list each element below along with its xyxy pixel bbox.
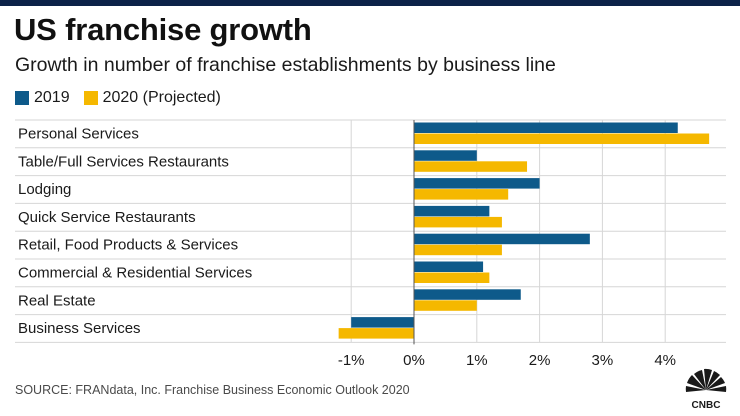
x-tick-label-4: 3% (592, 352, 614, 369)
x-tick-label-0: -1% (338, 352, 365, 369)
x-tick-label-2: 1% (466, 352, 488, 369)
chart-subtitle: Growth in number of franchise establishm… (15, 54, 556, 76)
legend-swatch-2020 (83, 91, 98, 105)
bar-2020-5 (414, 272, 490, 283)
bar-2019-1 (414, 150, 477, 161)
legend-item-2020: 2020 (Projected) (83, 89, 221, 107)
category-label-6: Real Estate (18, 292, 96, 309)
legend-item-2019: 2019 (15, 89, 70, 107)
legend: 2019 2020 (Projected) (15, 89, 235, 107)
bar-2020-2 (414, 189, 509, 200)
bar-2019-2 (414, 178, 540, 189)
top-accent-bar (0, 0, 740, 6)
bar-2019-4 (414, 233, 590, 245)
category-label-1: Table/Full Services Restaurants (18, 153, 229, 170)
bar-2019-0 (414, 122, 678, 133)
category-label-3: Quick Service Restaurants (18, 209, 196, 226)
cnbc-peacock-logo: CNBC (685, 368, 727, 410)
legend-label-2020: 2020 (Projected) (102, 89, 221, 106)
bar-2020-3 (414, 216, 502, 228)
logo-text: CNBC (692, 400, 721, 410)
source-note: SOURCE: FRANdata, Inc. Franchise Busines… (15, 383, 410, 397)
legend-label-2019: 2019 (34, 89, 70, 106)
bar-2019-5 (414, 261, 484, 272)
bar-2019-3 (414, 205, 490, 217)
bar-2019-7 (351, 317, 414, 328)
legend-swatch-2019 (15, 91, 29, 105)
x-tick-label-1: 0% (403, 352, 425, 369)
bar-2020-4 (414, 244, 502, 256)
category-label-4: Retail, Food Products & Services (18, 237, 238, 254)
bar-2020-6 (414, 300, 477, 311)
x-tick-label-5: 4% (654, 352, 676, 369)
category-label-0: Personal Services (18, 126, 139, 143)
bar-2020-0 (414, 133, 710, 144)
category-label-5: Commercial & Residential Services (18, 265, 252, 282)
category-label-7: Business Services (18, 320, 141, 337)
bar-2020-1 (414, 161, 528, 172)
x-tick-label-3: 2% (529, 352, 551, 369)
bar-2020-7 (338, 328, 414, 339)
bar-2019-6 (414, 289, 521, 300)
category-label-2: Lodging (18, 181, 71, 198)
chart-title: US franchise growth (14, 12, 312, 47)
